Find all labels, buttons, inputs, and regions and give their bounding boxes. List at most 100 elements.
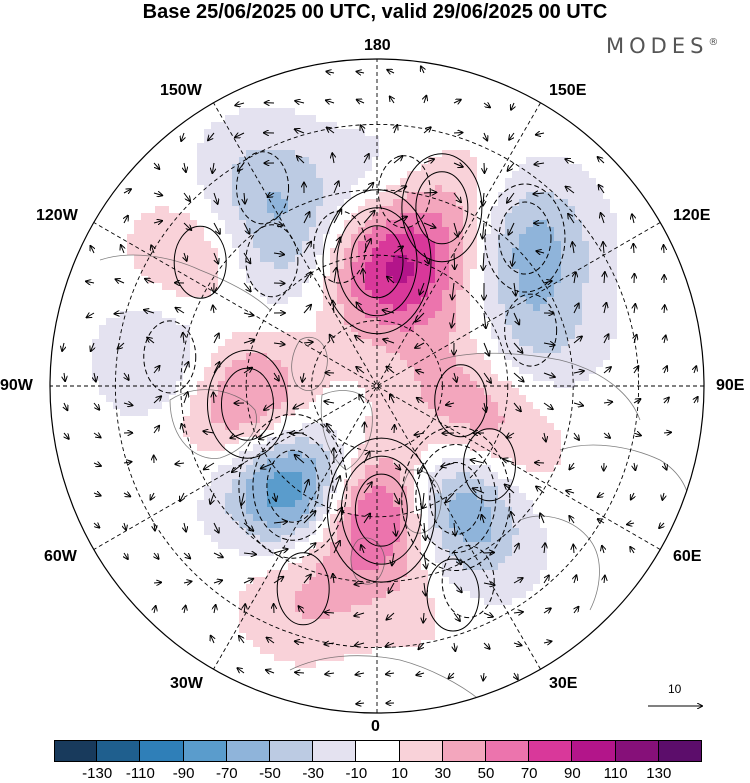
anomaly-cell xyxy=(218,297,226,305)
anomaly-cell xyxy=(358,157,366,165)
anomaly-cell xyxy=(463,311,471,319)
anomaly-cell xyxy=(379,199,387,207)
anomaly-cell xyxy=(512,213,520,221)
anomaly-cell xyxy=(428,297,436,305)
anomaly-cell xyxy=(533,234,541,242)
anomaly-cell xyxy=(78,255,86,263)
anomaly-cell xyxy=(169,388,177,396)
anomaly-cell xyxy=(652,465,660,473)
anomaly-cell xyxy=(414,171,422,179)
anomaly-cell xyxy=(155,437,163,445)
anomaly-cell xyxy=(204,416,212,424)
anomaly-cell xyxy=(421,185,429,193)
anomaly-cell xyxy=(127,283,135,291)
anomaly-cell xyxy=(526,150,534,158)
anomaly-cell xyxy=(456,94,464,102)
anomaly-cell xyxy=(561,164,569,172)
anomaly-cell xyxy=(631,185,639,193)
anomaly-cell xyxy=(554,115,562,123)
anomaly-cell xyxy=(232,157,240,165)
anomaly-cell xyxy=(295,143,303,151)
anomaly-cell xyxy=(302,262,310,270)
anomaly-cell xyxy=(204,451,212,459)
anomaly-cell xyxy=(421,444,429,452)
anomaly-cell xyxy=(120,241,128,249)
anomaly-cell xyxy=(113,423,121,431)
anomaly-cell xyxy=(57,332,65,340)
anomaly-cell xyxy=(393,59,401,67)
anomaly-cell xyxy=(253,80,261,88)
anomaly-cell xyxy=(428,262,436,270)
anomaly-cell xyxy=(659,304,667,312)
anomaly-cell xyxy=(470,262,478,270)
anomaly-cell xyxy=(533,164,541,172)
anomaly-cell xyxy=(470,255,478,263)
anomaly-cell xyxy=(540,220,548,228)
anomaly-cell xyxy=(64,381,72,389)
anomaly-cell xyxy=(673,437,681,445)
anomaly-cell xyxy=(295,192,303,200)
anomaly-cell xyxy=(337,395,345,403)
anomaly-cell xyxy=(673,311,681,319)
anomaly-cell xyxy=(274,297,282,305)
anomaly-cell xyxy=(400,304,408,312)
anomaly-cell xyxy=(148,192,156,200)
anomaly-cell xyxy=(246,269,254,277)
anomaly-cell xyxy=(442,290,450,298)
anomaly-cell xyxy=(155,255,163,263)
anomaly-cell xyxy=(470,199,478,207)
anomaly-cell xyxy=(554,241,562,249)
anomaly-cell xyxy=(596,206,604,214)
anomaly-cell xyxy=(589,430,597,438)
anomaly-cell xyxy=(393,66,401,74)
anomaly-cell xyxy=(519,290,527,298)
anomaly-cell xyxy=(281,353,289,361)
anomaly-cell xyxy=(127,486,135,494)
anomaly-cell xyxy=(134,479,142,487)
anomaly-cell xyxy=(92,290,100,298)
anomaly-cell xyxy=(274,486,282,494)
anomaly-cell xyxy=(253,332,261,340)
anomaly-cell xyxy=(295,178,303,186)
anomaly-cell xyxy=(414,94,422,102)
anomaly-cell xyxy=(603,353,611,361)
anomaly-cell xyxy=(85,451,93,459)
anomaly-cell xyxy=(197,479,205,487)
anomaly-cell xyxy=(274,248,282,256)
anomaly-cell xyxy=(442,423,450,431)
anomaly-cell xyxy=(645,374,653,382)
anomaly-cell xyxy=(379,192,387,200)
anomaly-cell xyxy=(57,437,65,445)
anomaly-cell xyxy=(491,374,499,382)
anomaly-cell xyxy=(134,178,142,186)
anomaly-cell xyxy=(134,388,142,396)
anomaly-cell xyxy=(659,472,667,480)
anomaly-cell xyxy=(540,367,548,375)
anomaly-cell xyxy=(645,479,653,487)
anomaly-cell xyxy=(554,318,562,326)
anomaly-cell xyxy=(134,269,142,277)
anomaly-cell xyxy=(680,290,688,298)
anomaly-cell xyxy=(204,479,212,487)
anomaly-cell xyxy=(190,185,198,193)
anomaly-cell xyxy=(169,283,177,291)
anomaly-cell xyxy=(316,248,324,256)
anomaly-cell xyxy=(365,136,373,144)
anomaly-cell xyxy=(351,318,359,326)
anomaly-cell xyxy=(407,276,415,284)
anomaly-cell xyxy=(169,479,177,487)
anomaly-cell xyxy=(344,402,352,410)
anomaly-cell xyxy=(428,150,436,158)
anomaly-cell xyxy=(309,346,317,354)
anomaly-cell xyxy=(624,255,632,263)
anomaly-cell xyxy=(617,437,625,445)
anomaly-cell xyxy=(393,199,401,207)
anomaly-cell xyxy=(211,311,219,319)
anomaly-cell xyxy=(330,283,338,291)
anomaly-cell xyxy=(617,157,625,165)
anomaly-cell xyxy=(617,353,625,361)
anomaly-cell xyxy=(288,416,296,424)
anomaly-cell xyxy=(218,339,226,347)
anomaly-cell xyxy=(575,395,583,403)
anomaly-cell xyxy=(463,80,471,88)
